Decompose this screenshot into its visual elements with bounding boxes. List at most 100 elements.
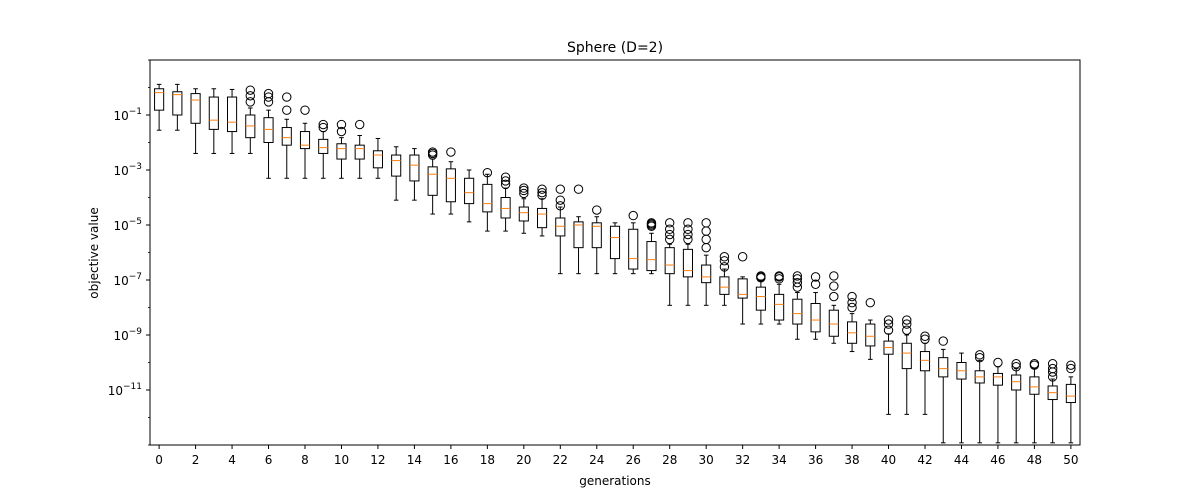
outlier-point	[519, 185, 529, 196]
outlier-point	[336, 119, 347, 130]
x-tick-label: 48	[1027, 453, 1042, 467]
x-tick-label: 14	[407, 453, 422, 467]
outlier-point	[665, 229, 675, 240]
x-tick-label: 4	[228, 453, 236, 467]
box-iqr	[464, 177, 475, 205]
outlier-point	[1066, 363, 1076, 374]
box-iqr	[354, 144, 365, 160]
box-iqr	[628, 228, 639, 270]
x-tick-label: 22	[553, 453, 568, 467]
outlier-point	[555, 195, 565, 205]
box-iqr	[1011, 374, 1022, 391]
outlier-point	[318, 119, 328, 130]
x-tick-label: 36	[808, 453, 823, 467]
outlier-point	[683, 229, 693, 240]
outlier-point	[665, 224, 675, 234]
outlier-point	[519, 188, 529, 199]
outlier-point	[920, 331, 930, 341]
box-iqr	[482, 183, 493, 213]
box-iqr	[938, 357, 949, 378]
outlier-point	[829, 271, 839, 281]
box-iqr	[664, 247, 675, 275]
outlier-point	[646, 218, 657, 228]
outlier-point	[355, 119, 365, 130]
chart-title: Sphere (D=2)	[567, 40, 663, 56]
box-iqr	[1029, 376, 1040, 395]
outlier-point	[683, 224, 693, 234]
outlier-point	[300, 105, 310, 115]
outlier-point	[263, 92, 274, 102]
outlier-point	[537, 187, 547, 198]
x-tick-label: 40	[881, 453, 896, 467]
y-tick-label: 10−9	[113, 327, 142, 343]
outlier-point	[883, 315, 894, 325]
outlier-point	[519, 183, 529, 193]
x-tick-label: 44	[954, 453, 969, 467]
box-iqr	[500, 197, 511, 219]
box-iqr	[263, 117, 274, 143]
outlier-point	[847, 291, 857, 302]
outlier-point	[500, 176, 511, 186]
box-iqr	[336, 143, 347, 160]
outlier-point	[883, 319, 894, 329]
outlier-point	[628, 210, 638, 221]
x-tick-label: 6	[265, 453, 273, 467]
x-tick-label: 0	[155, 453, 163, 467]
outlier-point	[665, 234, 675, 245]
outlier-point	[282, 92, 292, 102]
box-iqr	[172, 91, 183, 116]
outlier-point	[1011, 362, 1021, 372]
box-iqr	[445, 168, 456, 203]
box-iqr	[1065, 383, 1076, 404]
outlier-point	[810, 279, 821, 289]
outlier-point	[792, 277, 803, 288]
outlier-point	[719, 252, 730, 262]
x-tick-label: 2	[192, 453, 200, 467]
outlier-point	[920, 334, 930, 344]
outlier-point	[829, 281, 839, 291]
outlier-point	[792, 271, 803, 281]
outlier-point	[282, 105, 292, 115]
box-iqr	[865, 323, 876, 347]
outlier-point	[683, 218, 693, 228]
x-tick-label: 8	[301, 453, 309, 467]
outlier-point	[737, 252, 748, 262]
plot-area: 0 2 4 6 8 10 12 14 16 18 20 22 24 26 28 30 32 34 36 38 40 42 4…	[108, 59, 1081, 467]
x-tick-label: 16	[443, 453, 458, 467]
x-tick-label: 24	[589, 453, 604, 467]
y-tick-label: 10−1	[113, 107, 142, 123]
outlier-point	[592, 205, 602, 215]
outlier-point	[537, 184, 547, 194]
outlier-point	[865, 297, 875, 308]
box-iqr	[372, 150, 384, 169]
box-iqr	[828, 309, 839, 337]
box-iqr	[682, 248, 693, 278]
box-iqr	[919, 351, 931, 372]
outlier-point	[774, 271, 784, 281]
outlier-point	[719, 256, 730, 266]
box-iqr	[591, 222, 602, 249]
outlier-point	[683, 234, 693, 245]
outlier-point	[1029, 359, 1040, 369]
x-tick-label: 34	[771, 453, 786, 467]
outlier-point	[1047, 359, 1058, 369]
x-tick-label: 12	[370, 453, 385, 467]
y-tick-label: 10−3	[113, 162, 142, 178]
box-iqr	[792, 298, 803, 325]
outlier-point	[537, 190, 547, 201]
outlier-point	[245, 91, 255, 101]
outlier-point	[1011, 359, 1021, 369]
y-tick-label: 10−11	[108, 382, 142, 398]
box-iqr	[609, 225, 621, 260]
x-tick-label: 42	[917, 453, 932, 467]
box-iqr	[719, 276, 730, 295]
box-iqr	[391, 154, 402, 177]
outlier-point	[427, 147, 438, 157]
outlier-point	[482, 167, 493, 178]
outlier-point	[701, 218, 711, 228]
outlier-point	[756, 271, 766, 281]
outlier-point	[1066, 360, 1076, 370]
x-tick-label: 30	[699, 453, 714, 467]
box-iqr	[701, 264, 712, 284]
outlier-point	[829, 291, 839, 302]
